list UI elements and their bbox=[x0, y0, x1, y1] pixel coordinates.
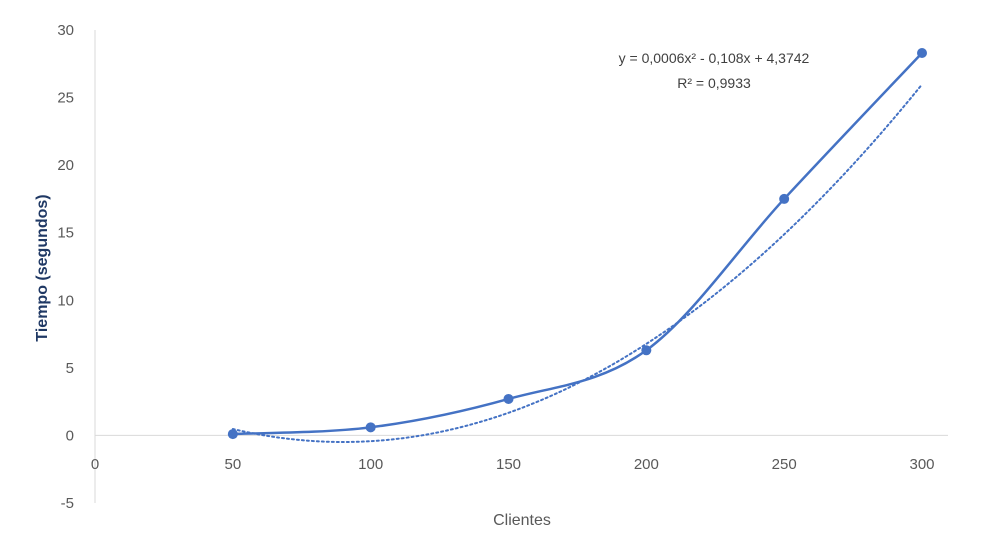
x-tick-label: 300 bbox=[909, 456, 934, 473]
markers-layer bbox=[227, 47, 927, 440]
data-point-marker bbox=[365, 422, 376, 433]
x-tick-label: 250 bbox=[772, 456, 797, 473]
y-tick-label: 0 bbox=[66, 427, 74, 444]
series-line bbox=[232, 52, 923, 436]
data-point-marker bbox=[779, 193, 790, 204]
x-tick-label: 200 bbox=[634, 456, 659, 473]
y-tick-label: 20 bbox=[57, 157, 74, 174]
x-tick-label: 100 bbox=[358, 456, 383, 473]
y-axis-title: Tiempo (segundos) bbox=[34, 194, 51, 341]
trendline-r-squared: R² = 0,9933 bbox=[677, 75, 751, 91]
x-tick-label: 150 bbox=[496, 456, 521, 473]
data-point-marker bbox=[917, 47, 927, 58]
x-tick-label: 0 bbox=[91, 456, 99, 473]
trendline-layer bbox=[231, 83, 923, 443]
series-layer bbox=[232, 52, 923, 436]
y-tick-label: 25 bbox=[57, 90, 74, 107]
y-tick-label: 10 bbox=[57, 292, 74, 309]
data-point-marker bbox=[227, 429, 238, 440]
x-axis-title: Clientes bbox=[493, 512, 551, 529]
y-tick-label: 5 bbox=[66, 360, 74, 377]
data-point-marker bbox=[503, 393, 514, 404]
data-point-marker bbox=[641, 345, 652, 356]
x-tick-label: 50 bbox=[224, 456, 241, 473]
y-tick-label: -5 bbox=[61, 495, 74, 512]
y-tick-label: 30 bbox=[57, 22, 74, 39]
trendline-equation: y = 0,0006x² - 0,108x + 4,3742 bbox=[619, 50, 810, 66]
y-tick-label: 15 bbox=[57, 225, 74, 242]
polynomial-trendline bbox=[231, 83, 923, 443]
